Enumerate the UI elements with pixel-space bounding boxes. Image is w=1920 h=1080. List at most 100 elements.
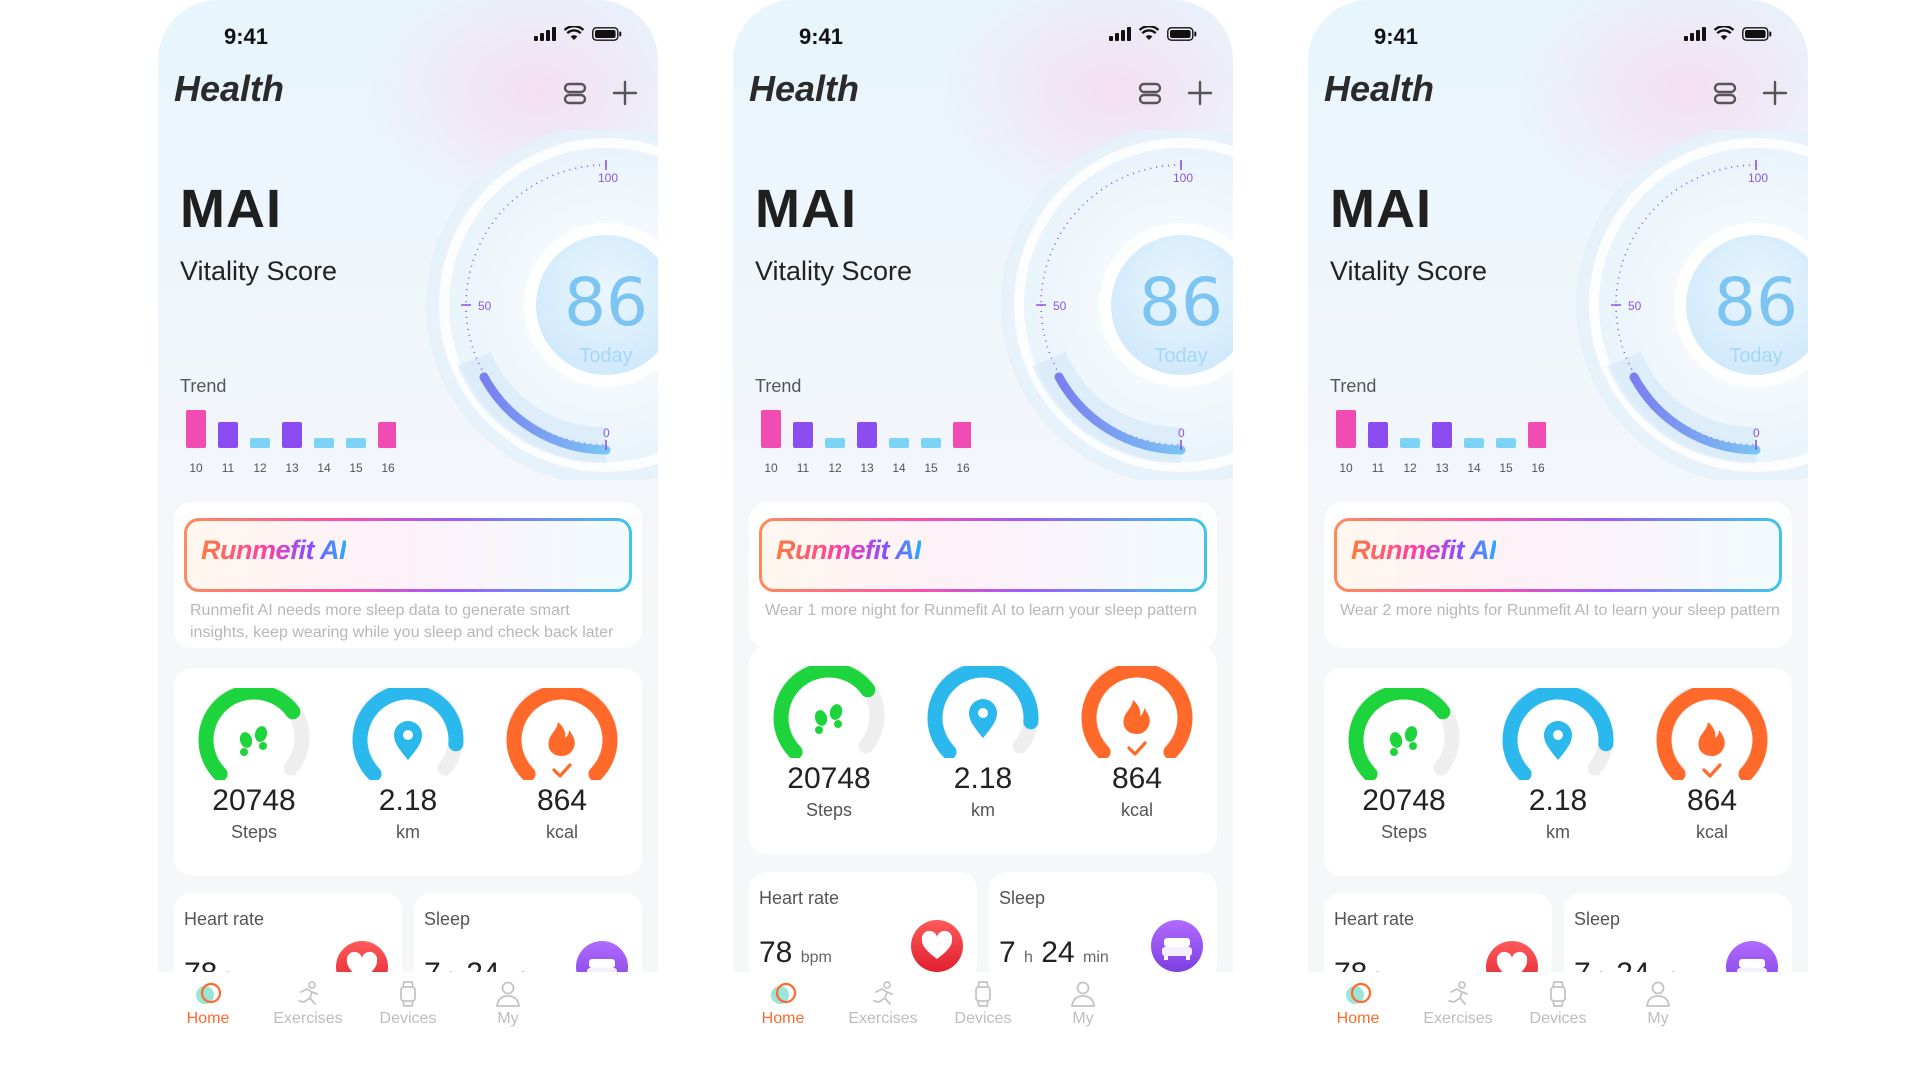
tab-devices[interactable]: Devices: [358, 980, 458, 1028]
layout-toggle-icon[interactable]: [1135, 78, 1165, 108]
distance-value: 2.18: [1528, 784, 1588, 817]
phone-screen-1: 9:41 Health MAI Vitality Score: [158, 0, 658, 1035]
tab-my-label: My: [497, 1010, 519, 1027]
ai-insight-card[interactable]: Runmefit AI Wear 1 more night for Runmef…: [749, 502, 1217, 648]
steps-metric[interactable]: 20748 Steps: [184, 688, 324, 843]
wifi-icon: [564, 26, 584, 40]
add-icon[interactable]: [1760, 78, 1790, 108]
layout-toggle-icon[interactable]: [1710, 78, 1740, 108]
tab-home[interactable]: Home: [733, 980, 833, 1028]
trend-bar-13[interactable]: [857, 422, 877, 448]
trend-bar-13[interactable]: [282, 422, 302, 448]
trend-bar-10[interactable]: [761, 410, 781, 448]
trend-bar-16[interactable]: [953, 422, 971, 448]
bed-icon: [1151, 920, 1203, 972]
trend-day-label: 14: [1467, 461, 1481, 475]
wifi-icon: [1714, 26, 1734, 40]
steps-metric[interactable]: 20748 Steps: [1334, 688, 1474, 843]
tab-my-label: My: [1072, 1010, 1094, 1027]
distance-metric[interactable]: 2.18 km: [913, 666, 1053, 821]
trend-bar-11[interactable]: [218, 422, 238, 448]
tab-exercises[interactable]: Exercises: [1408, 980, 1508, 1028]
location-pin-icon: [969, 699, 997, 738]
heart-rate-card[interactable]: Heart rate 78 bpm: [749, 872, 977, 982]
steps-value: 20748: [212, 784, 296, 817]
trend-bar-15[interactable]: [1496, 438, 1516, 448]
tab-devices[interactable]: Devices: [1508, 980, 1608, 1028]
tab-exercises[interactable]: Exercises: [258, 980, 358, 1028]
trend-chart[interactable]: 10 11 12 13 14 15 16: [1326, 400, 1546, 480]
vitality-gauge[interactable]: 100 50 0 86 Today: [1528, 130, 1808, 480]
trend-bar-12[interactable]: [825, 438, 845, 448]
trend-bar-12[interactable]: [250, 438, 270, 448]
distance-metric[interactable]: 2.18 km: [1488, 688, 1628, 843]
ai-banner[interactable]: Runmefit AI: [759, 518, 1207, 592]
distance-metric[interactable]: 2.18 km: [338, 688, 478, 843]
footprints-icon: [239, 726, 268, 756]
add-icon[interactable]: [610, 78, 640, 108]
home-icon: [1346, 982, 1372, 1004]
calories-metric[interactable]: 864 kcal: [1067, 666, 1207, 821]
trend-bar-16[interactable]: [378, 422, 396, 448]
distance-unit: km: [1546, 822, 1570, 842]
trend-bar-14[interactable]: [889, 438, 909, 448]
location-pin-icon: [1544, 721, 1572, 760]
trend-chart[interactable]: 10 11 12 13 14 15 16: [751, 400, 971, 480]
ai-insight-card[interactable]: Runmefit AI Runmefit AI needs more sleep…: [174, 502, 642, 648]
heart-rate-value: 78 bpm: [759, 936, 832, 969]
trend-bar-11[interactable]: [793, 422, 813, 448]
tab-bar: Home Exercises Devices My: [733, 972, 1233, 1035]
trend-bar-14[interactable]: [1464, 438, 1484, 448]
trend-bar-15[interactable]: [921, 438, 941, 448]
ai-message: Wear 2 more nights for Runmefit AI to le…: [1340, 602, 1780, 619]
trend-chart[interactable]: 10 11 12 13 14 15 16: [176, 400, 396, 480]
vitality-gauge[interactable]: 100 50 0 86 Today: [378, 130, 658, 480]
runmefit-ai-logo: Runmefit AI: [201, 535, 347, 565]
add-icon[interactable]: [1185, 78, 1215, 108]
tab-exercises-label: Exercises: [848, 1010, 918, 1027]
tab-home[interactable]: Home: [158, 980, 258, 1028]
vitality-score-today: Today: [1729, 345, 1782, 367]
activity-card[interactable]: 20748 Steps 2.18 km: [174, 668, 642, 876]
trend-day-label: 15: [924, 461, 938, 475]
trend-day-label: 10: [189, 461, 203, 475]
tab-my[interactable]: My: [458, 980, 558, 1028]
trend-bar-10[interactable]: [186, 410, 206, 448]
trend-bar-10[interactable]: [1336, 410, 1356, 448]
trend-bar-14[interactable]: [314, 438, 334, 448]
tab-my[interactable]: My: [1033, 980, 1133, 1028]
calories-metric[interactable]: 864 kcal: [1642, 688, 1782, 843]
tab-devices-label: Devices: [1529, 1010, 1587, 1027]
trend-bar-11[interactable]: [1368, 422, 1388, 448]
tab-my[interactable]: My: [1608, 980, 1708, 1028]
activity-card[interactable]: 20748 Steps 2.18 km: [1324, 668, 1792, 876]
steps-metric[interactable]: 20748 Steps: [759, 666, 899, 821]
trend-day-label: 11: [1372, 461, 1385, 475]
sleep-card[interactable]: Sleep 7 h 24 min: [989, 872, 1217, 982]
layout-toggle-icon[interactable]: [560, 78, 590, 108]
gauge-tick-100: 100: [598, 171, 618, 185]
tab-home[interactable]: Home: [1308, 980, 1408, 1028]
ai-insight-card[interactable]: Runmefit AI Wear 2 more nights for Runme…: [1324, 502, 1792, 648]
tab-devices[interactable]: Devices: [933, 980, 1033, 1028]
battery-icon: [1742, 26, 1772, 41]
trend-bar-13[interactable]: [1432, 422, 1452, 448]
calories-unit: kcal: [545, 822, 578, 842]
person-icon: [1070, 981, 1096, 1007]
vitality-gauge[interactable]: 100 50 0 86 Today: [953, 130, 1233, 480]
status-icons: [1109, 26, 1197, 41]
trend-bar-15[interactable]: [346, 438, 366, 448]
tab-exercises[interactable]: Exercises: [833, 980, 933, 1028]
ai-banner[interactable]: Runmefit AI: [1334, 518, 1782, 592]
ai-banner[interactable]: Runmefit AI: [184, 518, 632, 592]
gauge-tick-0: 0: [603, 426, 610, 440]
page-title: Health: [1324, 68, 1435, 109]
trend-bar-12[interactable]: [1400, 438, 1420, 448]
activity-card[interactable]: 20748 Steps 2.18 km: [749, 646, 1217, 854]
calories-metric[interactable]: 864 kcal: [492, 688, 632, 843]
steps-unit: Steps: [230, 822, 278, 842]
trend-day-label: 15: [1499, 461, 1513, 475]
trend-bar-16[interactable]: [1528, 422, 1546, 448]
vitality-score-value: 86: [1139, 264, 1223, 341]
sleep-title: Sleep: [424, 909, 471, 929]
